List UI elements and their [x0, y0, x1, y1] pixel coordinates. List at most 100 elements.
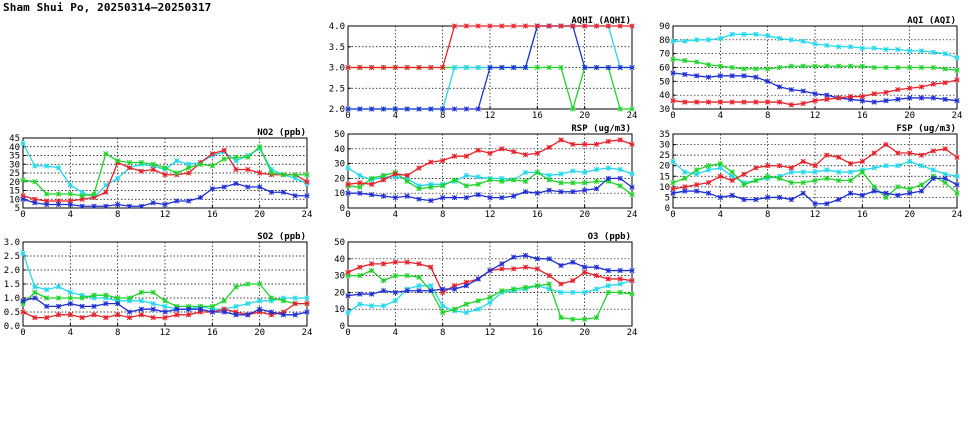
- no2-point-blue: [257, 184, 263, 190]
- aqi-point-cyan: [729, 31, 735, 37]
- so2-point-red: [233, 309, 239, 315]
- no2-point-green: [32, 179, 38, 185]
- o3-point-blue: [369, 291, 375, 297]
- so2-point-red: [292, 300, 298, 307]
- o3-point-green: [605, 289, 611, 296]
- rsp-point-blue: [475, 192, 481, 198]
- so2-point-blue: [233, 312, 239, 318]
- rsp-ytick-label: 50: [334, 130, 345, 140]
- fsp-point-cyan: [942, 171, 948, 177]
- o3-point-blue: [416, 288, 422, 294]
- fsp-xtick-label: 8: [765, 210, 770, 220]
- o3-point-blue: [570, 259, 576, 265]
- o3-point-blue: [546, 256, 552, 262]
- aqi-point-blue: [765, 78, 771, 84]
- so2-point-red: [115, 312, 121, 318]
- rsp-point-blue: [357, 190, 363, 196]
- aqi-point-red: [918, 84, 925, 90]
- fsp-point-blue: [859, 192, 865, 198]
- aqhi-point-red: [345, 64, 351, 71]
- fsp-point-blue: [729, 192, 735, 198]
- fsp-point-cyan: [729, 173, 735, 179]
- fsp-point-red: [895, 150, 901, 156]
- aqhi-ytick-label: 2.0: [329, 105, 345, 115]
- no2-point-green: [245, 154, 251, 160]
- rsp-point-cyan: [475, 174, 481, 180]
- fsp-point-red: [859, 158, 865, 165]
- fsp-title: FSP (ug/m3): [896, 124, 956, 134]
- so2-point-cyan: [268, 298, 275, 304]
- aqi-point-cyan: [670, 38, 676, 44]
- o3-point-cyan: [558, 289, 564, 296]
- so2-xtick-label: 0: [20, 328, 25, 338]
- so2-ytick-label: 2.5: [4, 252, 20, 262]
- fsp-point-green: [682, 175, 688, 182]
- aqhi-point-blue: [499, 64, 505, 71]
- rsp-point-red: [475, 147, 481, 153]
- no2-point-blue: [245, 184, 251, 190]
- rsp-point-green: [558, 180, 564, 186]
- rsp-point-blue: [534, 190, 540, 196]
- aqhi-point-blue: [593, 64, 600, 71]
- no2-ytick-label: 15: [9, 187, 20, 197]
- rsp-point-cyan: [357, 172, 363, 179]
- o3-point-green: [499, 288, 505, 294]
- aqi-point-cyan: [918, 48, 925, 54]
- fsp-point-cyan: [670, 158, 676, 165]
- aqi-point-green: [717, 63, 723, 69]
- no2-point-green: [221, 156, 227, 162]
- o3-ytick-label: 20: [334, 288, 345, 298]
- no2-xtick-label: 24: [302, 210, 313, 220]
- o3-xtick-label: 0: [345, 328, 350, 338]
- o3-point-cyan: [428, 283, 434, 289]
- no2-point-red: [32, 196, 38, 202]
- aqhi-point-blue: [605, 64, 611, 71]
- no2-point-blue: [233, 180, 239, 187]
- aqi-point-blue: [942, 96, 948, 102]
- no2-point-green: [257, 144, 263, 150]
- aqi-point-red: [717, 99, 723, 105]
- o3-point-cyan: [440, 303, 446, 309]
- no2-point-green: [162, 165, 168, 171]
- so2-point-green: [32, 289, 38, 296]
- no2-point-cyan: [79, 189, 85, 195]
- aqi-point-red: [705, 99, 712, 105]
- rsp-xtick-label: 0: [345, 210, 350, 220]
- fsp-point-cyan: [883, 163, 889, 169]
- aqi-point-red: [954, 77, 960, 83]
- rsp-series-blue: [345, 175, 635, 204]
- aqi-point-blue: [871, 99, 877, 105]
- aqi-point-cyan: [847, 44, 854, 50]
- aqhi-point-green: [629, 106, 635, 112]
- aqhi-point-red: [369, 64, 375, 71]
- so2-point-blue: [126, 309, 133, 315]
- aqhi-xtick-label: 12: [485, 111, 496, 121]
- so2-series-red: [20, 300, 310, 321]
- rsp-point-cyan: [404, 175, 410, 182]
- no2-point-green: [209, 163, 215, 169]
- aqhi-series-blue: [345, 23, 635, 112]
- aqi-point-cyan: [954, 55, 960, 61]
- no2-point-red: [44, 198, 50, 204]
- fsp-point-green: [741, 182, 747, 188]
- aqhi-point-red: [534, 23, 540, 29]
- o3-series-blue: [345, 252, 635, 299]
- o3-point-green: [404, 272, 410, 279]
- no2-point-red: [91, 194, 97, 201]
- o3-point-blue: [629, 267, 635, 274]
- no2-ytick-label: 35: [9, 152, 20, 162]
- aqi-point-cyan: [871, 45, 877, 51]
- aqhi-point-blue: [463, 106, 469, 112]
- no2-point-blue: [44, 201, 50, 208]
- no2-point-cyan: [292, 175, 298, 181]
- no2-point-red: [20, 193, 26, 199]
- so2-point-cyan: [79, 292, 85, 298]
- so2-point-red: [55, 312, 62, 318]
- o3-point-green: [617, 289, 623, 296]
- so2-point-blue: [304, 309, 310, 315]
- aqi-point-green: [871, 64, 877, 71]
- aqi-point-blue: [682, 71, 688, 78]
- aqhi-point-blue: [345, 106, 351, 112]
- o3-point-cyan: [416, 283, 422, 289]
